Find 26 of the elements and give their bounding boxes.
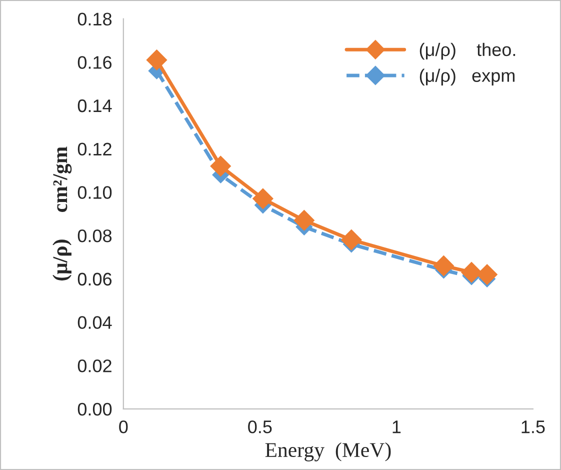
y-tick-label: 0.00 <box>78 402 112 416</box>
y-tick-label: 0.16 <box>78 56 112 69</box>
y-axis-title: (μ/ρ) cm²/gm <box>52 146 72 280</box>
y-tick-label: 0.08 <box>78 229 112 242</box>
point <box>210 156 231 177</box>
x-axis-title: Energy (MeV) <box>265 442 391 462</box>
y-tick-label: 0.06 <box>78 272 112 286</box>
legend-label: (μ/ρ) theo. <box>420 42 516 60</box>
y-tick-label: 0.18 <box>78 12 112 26</box>
point <box>294 210 314 231</box>
y-tick-label: 0.10 <box>78 186 112 199</box>
point <box>252 188 274 210</box>
x-tick-label: 0.5 <box>248 420 272 434</box>
legend-label: (μ/ρ) expm <box>420 68 514 86</box>
point <box>461 262 482 283</box>
y-tick-label: 0.12 <box>78 142 112 156</box>
y-tick-label: 0.14 <box>78 99 112 112</box>
x-tick-label: 1.5 <box>522 420 545 434</box>
x-tick-label: 1 <box>392 420 401 434</box>
x-tick-label: 0 <box>119 420 128 434</box>
point <box>476 264 498 285</box>
point <box>146 50 168 70</box>
point <box>433 256 454 276</box>
y-tick-label: 0.04 <box>78 316 112 329</box>
point <box>341 230 362 250</box>
y-tick-label: 0.02 <box>78 359 112 372</box>
